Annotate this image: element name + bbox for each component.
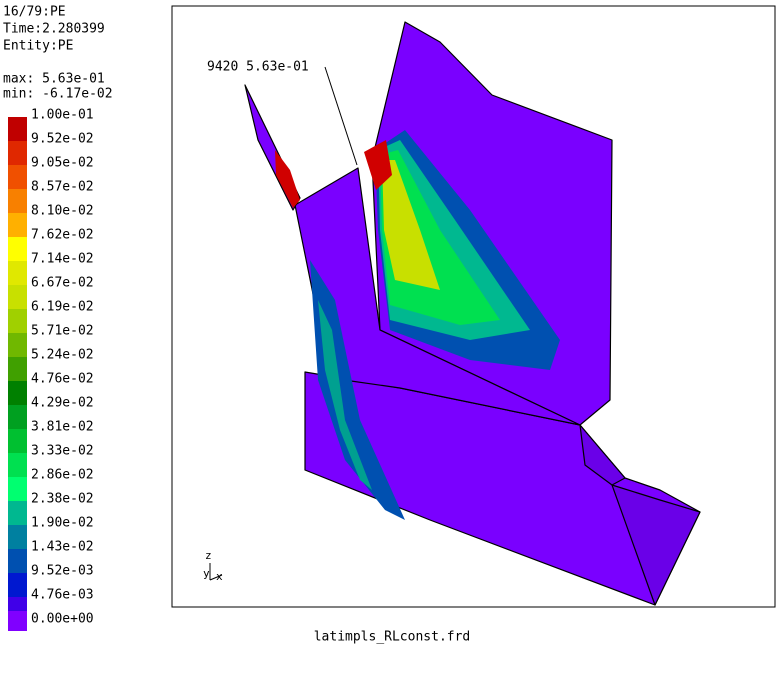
- legend-label: 1.43e-02: [31, 540, 94, 555]
- min-label: min: -6.17e-02: [3, 87, 113, 102]
- legend-swatch: [8, 429, 27, 453]
- notch: [579, 424, 626, 486]
- legend-label: 4.76e-02: [31, 372, 94, 387]
- header-line: 16/79:PE: [3, 5, 66, 20]
- axis-label: z: [205, 549, 212, 562]
- legend-swatch: [8, 549, 27, 573]
- legend-label: 6.67e-02: [31, 276, 94, 291]
- header-line: Entity:PE: [3, 39, 73, 54]
- legend-label: 8.10e-02: [31, 204, 94, 219]
- legend-label: 4.76e-03: [31, 588, 94, 603]
- legend-swatch: [8, 477, 27, 501]
- legend-label: 9.52e-03: [31, 564, 94, 579]
- legend-swatch: [8, 141, 27, 165]
- legend-label: 9.05e-02: [31, 156, 94, 171]
- file-name: latimpls_RLconst.frd: [314, 630, 471, 645]
- max-label: max: 5.63e-01: [3, 72, 105, 87]
- legend-swatch: [8, 237, 27, 261]
- axis-label: y: [203, 567, 210, 580]
- legend-swatch: [8, 333, 27, 357]
- legend-swatch: [8, 285, 27, 309]
- header-line: Time:2.280399: [3, 22, 105, 37]
- legend-swatch: [8, 213, 27, 237]
- legend-swatch: [8, 117, 27, 141]
- legend-swatch: [8, 165, 27, 189]
- legend-swatch: [8, 611, 27, 631]
- legend-swatch: [8, 525, 27, 549]
- legend-label: 3.33e-02: [31, 444, 94, 459]
- axis-label: x: [216, 570, 223, 583]
- axis-triad: [209, 563, 223, 581]
- legend-swatch: [8, 501, 27, 525]
- legend-swatch: [8, 189, 27, 213]
- legend-label: 1.00e-01: [31, 108, 94, 123]
- contour: [275, 150, 300, 208]
- annotation-leader: [324, 66, 358, 166]
- legend-label: 9.52e-02: [31, 132, 94, 147]
- legend-label: 5.71e-02: [31, 324, 94, 339]
- legend: 1.00e-01 9.52e-02 9.05e-02 8.57e-02 8.10e-02…: [8, 108, 94, 631]
- legend-label: 4.29e-02: [31, 396, 94, 411]
- legend-label: 7.14e-02: [31, 252, 94, 267]
- legend-swatch: [8, 357, 27, 381]
- legend-swatch: [8, 405, 27, 429]
- legend-label: 6.19e-02: [31, 300, 94, 315]
- legend-swatch: [8, 381, 27, 405]
- legend-label: 5.24e-02: [31, 348, 94, 363]
- end-face: [611, 484, 701, 606]
- legend-label: 2.38e-02: [31, 492, 94, 507]
- legend-swatch: [8, 261, 27, 285]
- contour: [364, 140, 392, 190]
- annotation: 9420 5.63e-01: [207, 60, 309, 75]
- contours: [275, 130, 560, 520]
- legend-label: 3.81e-02: [31, 420, 94, 435]
- legend-label: 0.00e+00: [31, 612, 94, 627]
- viewport: [171, 5, 776, 608]
- legend-swatch: [8, 453, 27, 477]
- legend-label: 7.62e-02: [31, 228, 94, 243]
- legend-label: 8.57e-02: [31, 180, 94, 195]
- contour: [310, 260, 405, 520]
- axis-line: [209, 574, 223, 581]
- legend-swatch: [8, 573, 27, 597]
- legend-swatch: [8, 309, 27, 333]
- contour: [382, 160, 440, 290]
- legend-label: 1.90e-02: [31, 516, 94, 531]
- contour: [318, 300, 372, 490]
- legend-label: 2.86e-02: [31, 468, 94, 483]
